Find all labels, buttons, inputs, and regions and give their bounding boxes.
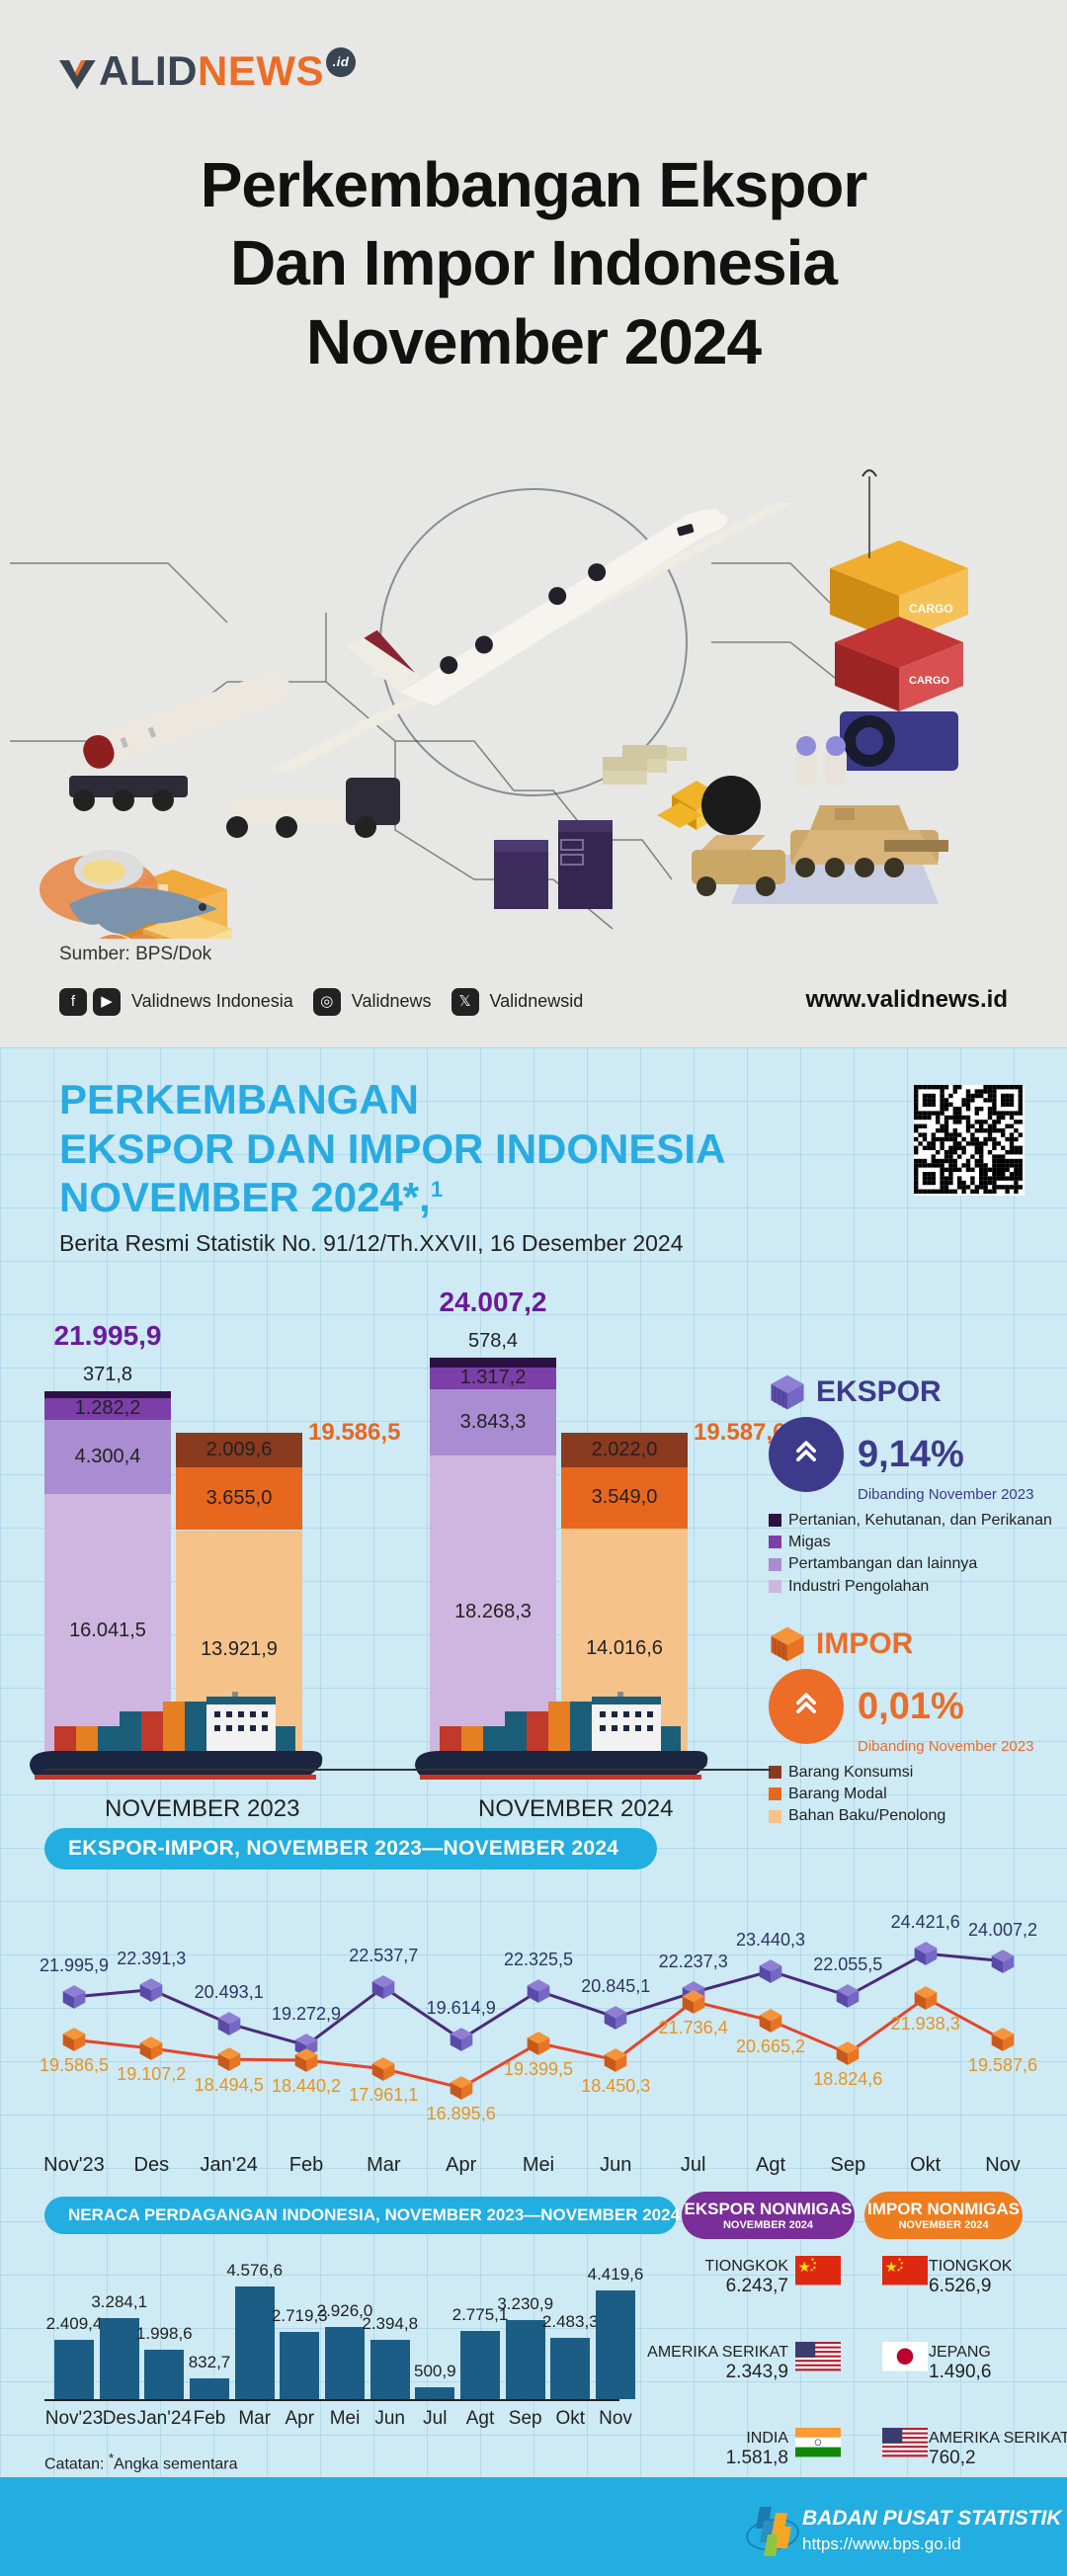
svg-text:CARGO: CARGO xyxy=(909,602,953,616)
svg-text:CARGO: CARGO xyxy=(909,675,949,687)
